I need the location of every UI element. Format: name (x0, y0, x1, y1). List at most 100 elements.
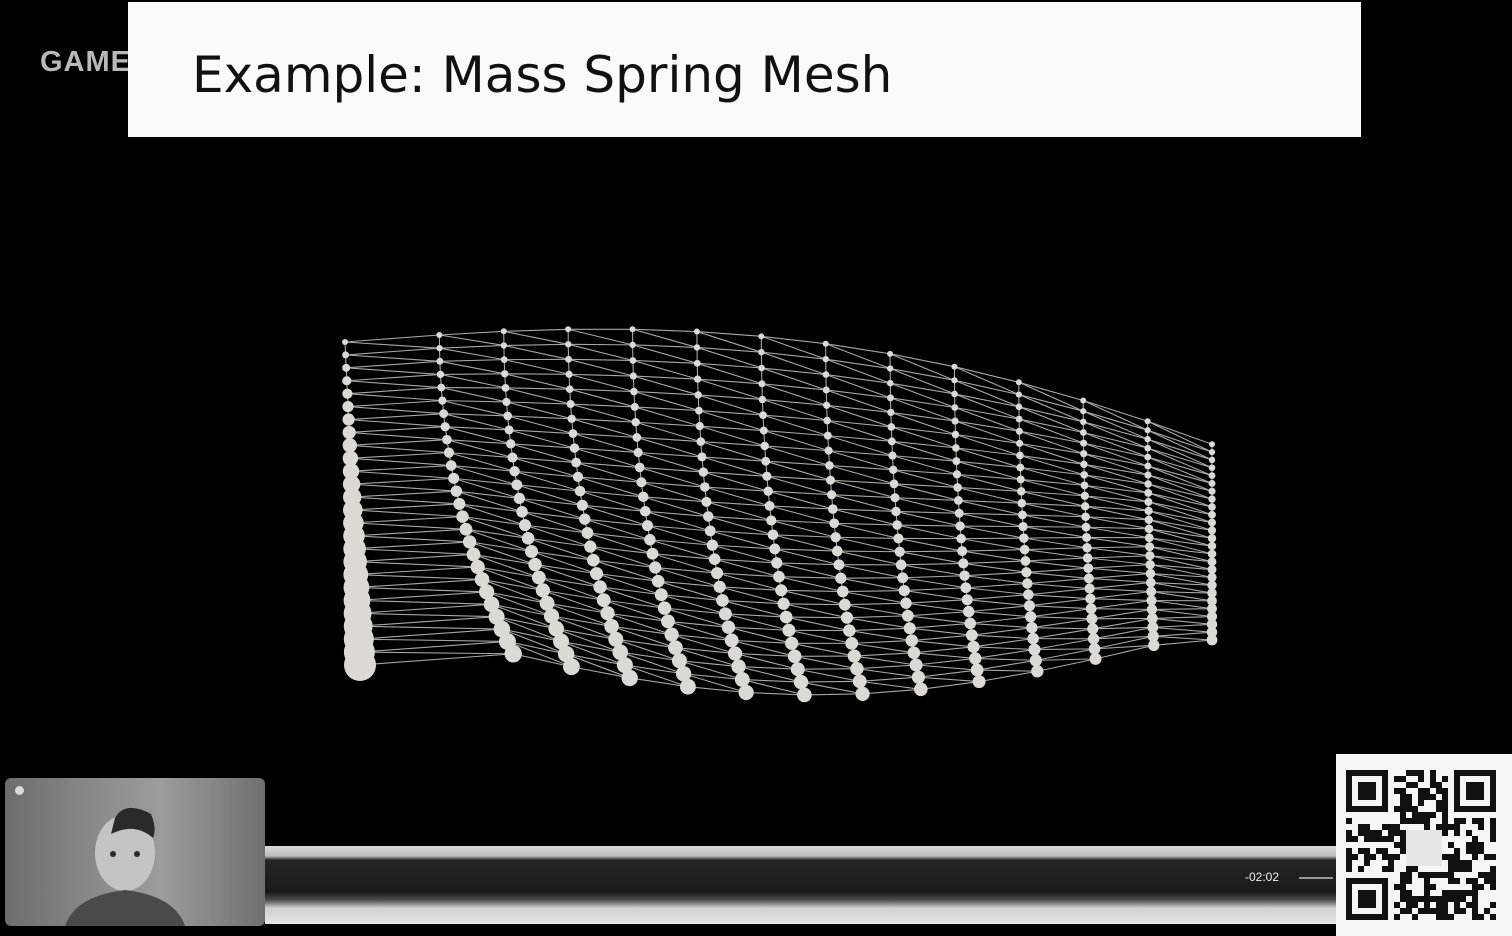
volume-slider[interactable] (1299, 877, 1333, 879)
mass-node (1085, 593, 1096, 604)
spring-segment (764, 445, 830, 466)
mass-node (727, 646, 743, 661)
mass-node (694, 391, 702, 399)
spring-segment (352, 503, 460, 511)
spring-segment (965, 582, 1028, 589)
mass-node (651, 574, 665, 588)
video-player-controls[interactable]: -02:02 (265, 846, 1337, 924)
mass-node (1208, 472, 1216, 479)
spring-segment (1148, 519, 1213, 539)
mass-node (1015, 391, 1022, 398)
mass-node (1088, 643, 1101, 655)
mass-node (1017, 498, 1027, 508)
mass-node (959, 570, 970, 581)
spring-segment (571, 418, 638, 438)
spring-segment (505, 387, 570, 390)
spring-segment (506, 401, 572, 420)
spring-segment (1018, 394, 1084, 412)
mass-node (342, 450, 359, 466)
mass-node (629, 372, 637, 380)
mass-node (957, 546, 968, 557)
mass-node (693, 328, 700, 335)
spring-segment (1031, 627, 1093, 630)
mass-node (1081, 512, 1090, 522)
mass-node (1026, 622, 1038, 634)
spring-segment (960, 525, 1024, 539)
mass-node (1080, 471, 1088, 479)
mass-node (572, 471, 584, 483)
spring-segment (504, 359, 570, 375)
spring-segment (1094, 635, 1154, 650)
spring-segment (973, 638, 1034, 648)
spring-segment (442, 400, 508, 417)
spring-segment (913, 652, 976, 659)
mass-node (893, 533, 904, 544)
spring-segment (1147, 438, 1213, 469)
spring-segment (968, 605, 1030, 613)
mass-node (579, 513, 591, 525)
spring-segment (577, 476, 642, 483)
spring-segment (1091, 608, 1153, 620)
spring-segment (771, 519, 836, 538)
spring-segment (786, 616, 850, 632)
spring-segment (1147, 447, 1213, 477)
spring-segment (1091, 608, 1152, 611)
mass-node (342, 363, 351, 372)
spring-segment (624, 664, 689, 688)
spring-segment (742, 678, 805, 696)
spring-segment (584, 518, 648, 527)
spring-segment (643, 496, 707, 503)
spring-segment (439, 347, 505, 361)
spring-segment (683, 673, 747, 694)
mass-node (822, 371, 830, 378)
spring-segment (954, 406, 1020, 432)
spring-segment (512, 457, 577, 464)
spring-segment (968, 611, 1031, 618)
spring-segment (534, 563, 597, 575)
spring-segment (355, 574, 483, 581)
mass-node (759, 426, 768, 435)
spring-segment (804, 693, 863, 696)
mass-node (608, 631, 624, 647)
spring-segment (1084, 474, 1149, 485)
spring-segment (862, 688, 921, 695)
mass-node (718, 607, 732, 621)
mass-node (629, 357, 637, 364)
mass-node (1208, 449, 1216, 456)
mass-node (1145, 568, 1156, 579)
spring-segment (456, 490, 523, 513)
spring-segment (603, 599, 665, 609)
mass-node (894, 546, 905, 557)
mass-node (965, 629, 978, 642)
spring-segment (728, 626, 789, 631)
mass-node (535, 583, 550, 598)
mass-node (342, 388, 353, 399)
spring-segment (1020, 466, 1085, 486)
spring-segment (582, 504, 648, 527)
spring-segment (896, 510, 960, 514)
spring-segment (667, 620, 729, 628)
spring-segment (512, 457, 579, 478)
mass-node (671, 653, 687, 669)
mass-node (972, 675, 986, 689)
spring-segment (1150, 564, 1213, 571)
mass-node (793, 674, 809, 690)
spring-segment (451, 464, 515, 472)
mass-node (1207, 580, 1217, 590)
mass-node (951, 417, 959, 425)
mass-node (1029, 654, 1042, 667)
spring-segment (1147, 456, 1213, 477)
mass-node (342, 401, 354, 413)
spring-segment (345, 347, 440, 356)
spring-segment (832, 508, 898, 526)
spring-segment (761, 351, 827, 376)
spring-segment (772, 534, 836, 538)
mass-node (1144, 533, 1154, 543)
spring-segment (504, 373, 570, 390)
spring-segment (350, 452, 449, 459)
spring-segment (568, 343, 633, 346)
mass-node (342, 438, 357, 453)
spring-segment (971, 627, 1032, 636)
spring-segment (1089, 587, 1152, 593)
mass-node (850, 661, 864, 676)
